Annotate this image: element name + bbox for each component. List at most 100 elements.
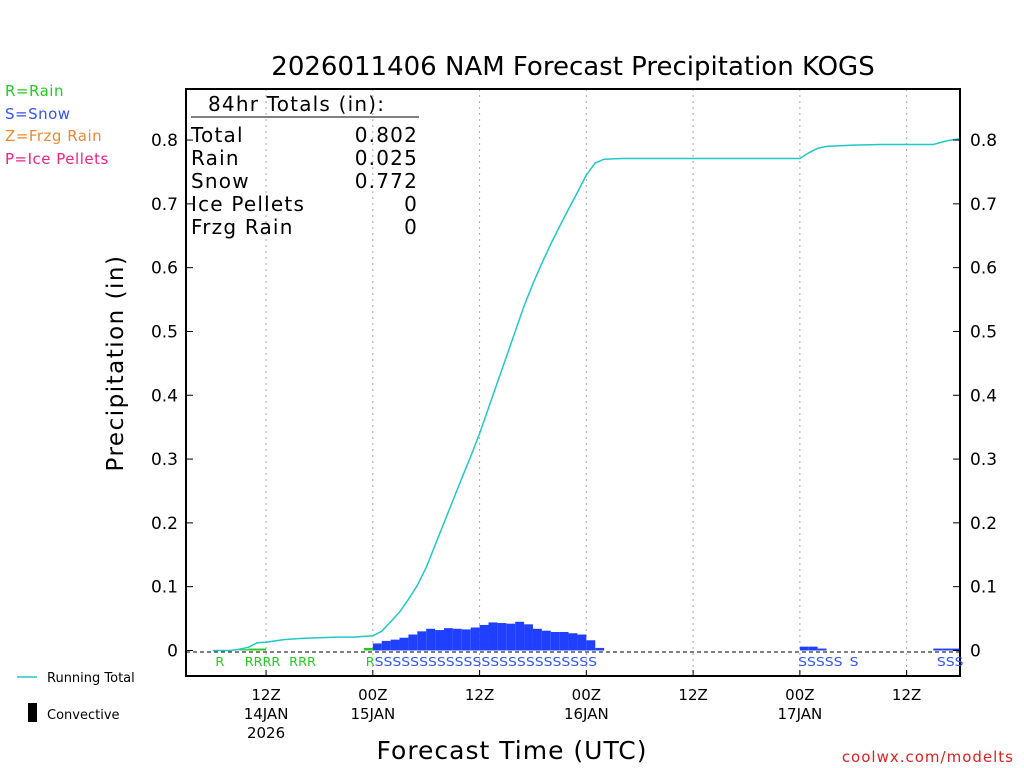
precip-bar-15 xyxy=(470,627,480,651)
xtick-label-1: 00Z xyxy=(358,686,387,704)
precip-bar-23 xyxy=(541,630,551,651)
precip-bar-27 xyxy=(577,634,587,651)
ytick-label-right-1: 0.1 xyxy=(970,578,997,598)
totals-value-rain: 0.025 xyxy=(355,146,418,170)
precip-bar-22 xyxy=(532,628,542,651)
precip-bars xyxy=(239,621,960,651)
totals-header: 84hr Totals (in): xyxy=(208,92,385,116)
series-legend: Running Total Convective xyxy=(17,671,135,723)
ytick-label-left-6: 0.6 xyxy=(151,259,178,279)
precip-bar-19 xyxy=(506,623,516,651)
precip-bar-21 xyxy=(524,624,533,651)
legend-running-total: Running Total xyxy=(47,671,135,686)
ytick-label-right-7: 0.7 xyxy=(970,195,997,215)
ytick-label-right-8: 0.8 xyxy=(970,131,997,151)
xtick-date-1: 15JAN xyxy=(350,705,395,723)
precip-bar-17 xyxy=(488,622,498,651)
type-marker-1: RRRR xyxy=(245,655,281,669)
type-marker-0: R xyxy=(215,655,224,669)
x-axis-label: Forecast Time (UTC) xyxy=(377,736,648,765)
totals-box: 84hr Totals (in): Total 0.802 Rain 0.025… xyxy=(190,92,419,239)
precip-bar-30 xyxy=(799,646,809,651)
totals-value-total: 0.802 xyxy=(355,123,418,147)
type-marker-3: R xyxy=(366,655,375,669)
precip-bar-13 xyxy=(452,628,462,651)
precip-bar-35 xyxy=(951,648,960,651)
plot-frame xyxy=(185,88,961,677)
precip-bar-26 xyxy=(568,633,578,651)
precip-bar-0 xyxy=(239,649,249,651)
precip-bar-24 xyxy=(550,631,560,651)
precip-bar-5 xyxy=(381,640,391,651)
y-axis-left: 0 0.1 0.2 0.3 0.4 0.5 0.6 0.7 0.8 xyxy=(151,131,193,661)
type-marker-4: SSSSSSSSSSSSSSSSSSSSSSSSS xyxy=(375,655,597,669)
running-total-line xyxy=(212,138,961,652)
legend-ice-pellets: P=Ice Pellets xyxy=(5,150,109,168)
precip-bar-20 xyxy=(515,621,525,651)
precip-bar-18 xyxy=(497,623,507,651)
totals-label-frzg-rain: Frzg Rain xyxy=(191,215,294,239)
ytick-label-right-6: 0.6 xyxy=(970,259,997,279)
ytick-label-left-7: 0.7 xyxy=(151,195,178,215)
xtick-year-0: 2026 xyxy=(247,724,285,742)
precip-bar-33 xyxy=(933,648,943,651)
precip-bar-9 xyxy=(417,631,427,651)
precip-bar-10 xyxy=(426,628,436,651)
type-marker-7: SSS xyxy=(937,655,964,669)
totals-label-ice-pellets: Ice Pellets xyxy=(191,192,305,216)
ytick-label-left-4: 0.4 xyxy=(151,386,178,406)
type-marker-2: RRR xyxy=(289,655,316,669)
precip-bar-34 xyxy=(942,648,952,651)
precip-type-markers: R RRRR RRR R SSSSSSSSSSSSSSSSSSSSSSSSS SSSSS S… xyxy=(215,655,963,669)
legend-convective: Convective xyxy=(47,708,120,723)
precip-bar-8 xyxy=(408,634,418,651)
totals-label-rain: Rain xyxy=(191,146,240,170)
ytick-label-left-8: 0.8 xyxy=(151,131,178,151)
precip-bar-31 xyxy=(808,646,818,651)
precip-bar-12 xyxy=(444,628,453,651)
xtick-date-0: 14JAN xyxy=(244,705,289,723)
ytick-label-right-4: 0.4 xyxy=(970,386,997,406)
totals-value-snow: 0.772 xyxy=(355,169,418,193)
precip-bar-29 xyxy=(595,647,605,651)
xtick-label-0: 12Z xyxy=(251,686,280,704)
precip-bar-16 xyxy=(479,624,489,651)
legend-snow: S=Snow xyxy=(5,105,71,123)
ytick-label-left-2: 0.2 xyxy=(151,514,178,534)
precip-bar-3 xyxy=(363,647,373,651)
ytick-label-left-0: 0 xyxy=(167,641,178,661)
legend-convective-swatch xyxy=(28,703,37,722)
precip-bar-7 xyxy=(399,637,409,651)
xtick-label-2: 12Z xyxy=(465,686,494,704)
precip-bar-2 xyxy=(257,648,267,651)
ytick-label-right-5: 0.5 xyxy=(970,322,997,342)
totals-value-frzg-rain: 0 xyxy=(404,215,418,239)
legend-rain: R=Rain xyxy=(5,82,64,100)
precip-bar-28 xyxy=(586,640,596,651)
precip-bar-14 xyxy=(461,629,471,651)
ytick-label-right-3: 0.3 xyxy=(970,450,997,470)
xtick-label-4: 12Z xyxy=(678,686,707,704)
chart-title: 2026011406 NAM Forecast Precipitation KO… xyxy=(271,52,874,82)
precip-bar-25 xyxy=(559,631,569,651)
totals-label-total: Total xyxy=(190,123,244,147)
totals-value-ice-pellets: 0 xyxy=(404,192,418,216)
ytick-label-left-5: 0.5 xyxy=(151,322,178,342)
legend-frzg-rain: Z=Frzg Rain xyxy=(5,127,102,145)
type-marker-6: S xyxy=(850,655,859,669)
y-axis-label: Precipitation (in) xyxy=(103,255,129,472)
xtick-label-5: 00Z xyxy=(785,686,814,704)
ytick-label-left-3: 0.3 xyxy=(151,450,178,470)
precip-bar-6 xyxy=(390,639,400,651)
xtick-label-3: 00Z xyxy=(572,686,601,704)
precip-bar-4 xyxy=(372,643,382,651)
ytick-label-right-0: 0 xyxy=(970,641,981,661)
precip-bar-1 xyxy=(248,648,258,651)
type-legend: R=Rain S=Snow Z=Frzg Rain P=Ice Pellets xyxy=(5,82,109,168)
xtick-label-6: 12Z xyxy=(892,686,921,704)
x-gridlines xyxy=(265,89,908,676)
credit-text: coolwx.com/modelts xyxy=(842,748,1014,766)
